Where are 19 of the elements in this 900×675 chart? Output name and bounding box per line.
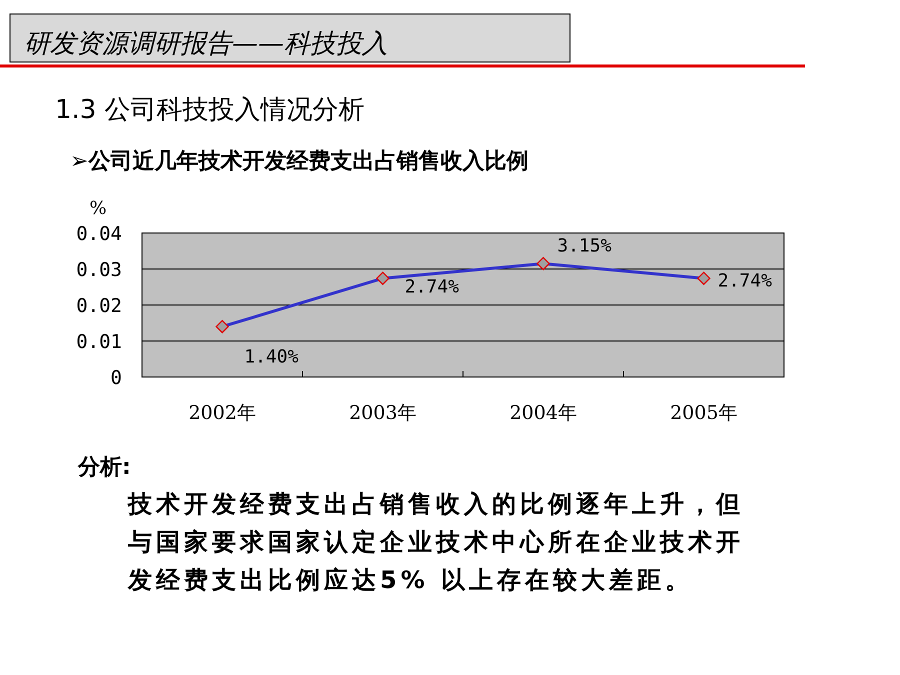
x-tick-label: 2003年 <box>349 402 416 424</box>
x-tick-label: 2005年 <box>670 402 738 424</box>
y-tick-label: 0.04 <box>76 223 122 245</box>
y-axis-title: % <box>89 198 107 219</box>
y-tick-label: 0.01 <box>76 331 122 353</box>
chart-subtitle: 1.3 公司科技投入情况分析 <box>55 95 365 125</box>
data-label: 2.74% <box>404 276 460 298</box>
text: ➢公司近几年技术开发经费支出占销售收入比例 <box>70 149 528 174</box>
y-tick-label: 0.02 <box>76 295 122 317</box>
x-tick-label: 2004年 <box>510 402 577 424</box>
text: 分析: <box>77 455 131 480</box>
text: 技术开发经费支出占销售收入的比例逐年上升，但与国家要求国家认定企业技术中心所在企业技术开发经费支出比例应达5% 以上存在较大差距。 <box>127 490 744 594</box>
y-tick-label: 0.03 <box>76 259 122 281</box>
data-label: 3.15% <box>557 236 612 257</box>
data-label: 1.40% <box>244 346 299 368</box>
chart-title: 研发资源调研报告——科技投入 <box>24 29 388 59</box>
data-label: 2.74% <box>718 270 772 292</box>
x-tick-label: 2002年 <box>188 402 256 424</box>
y-tick-label: 0 <box>110 367 122 389</box>
